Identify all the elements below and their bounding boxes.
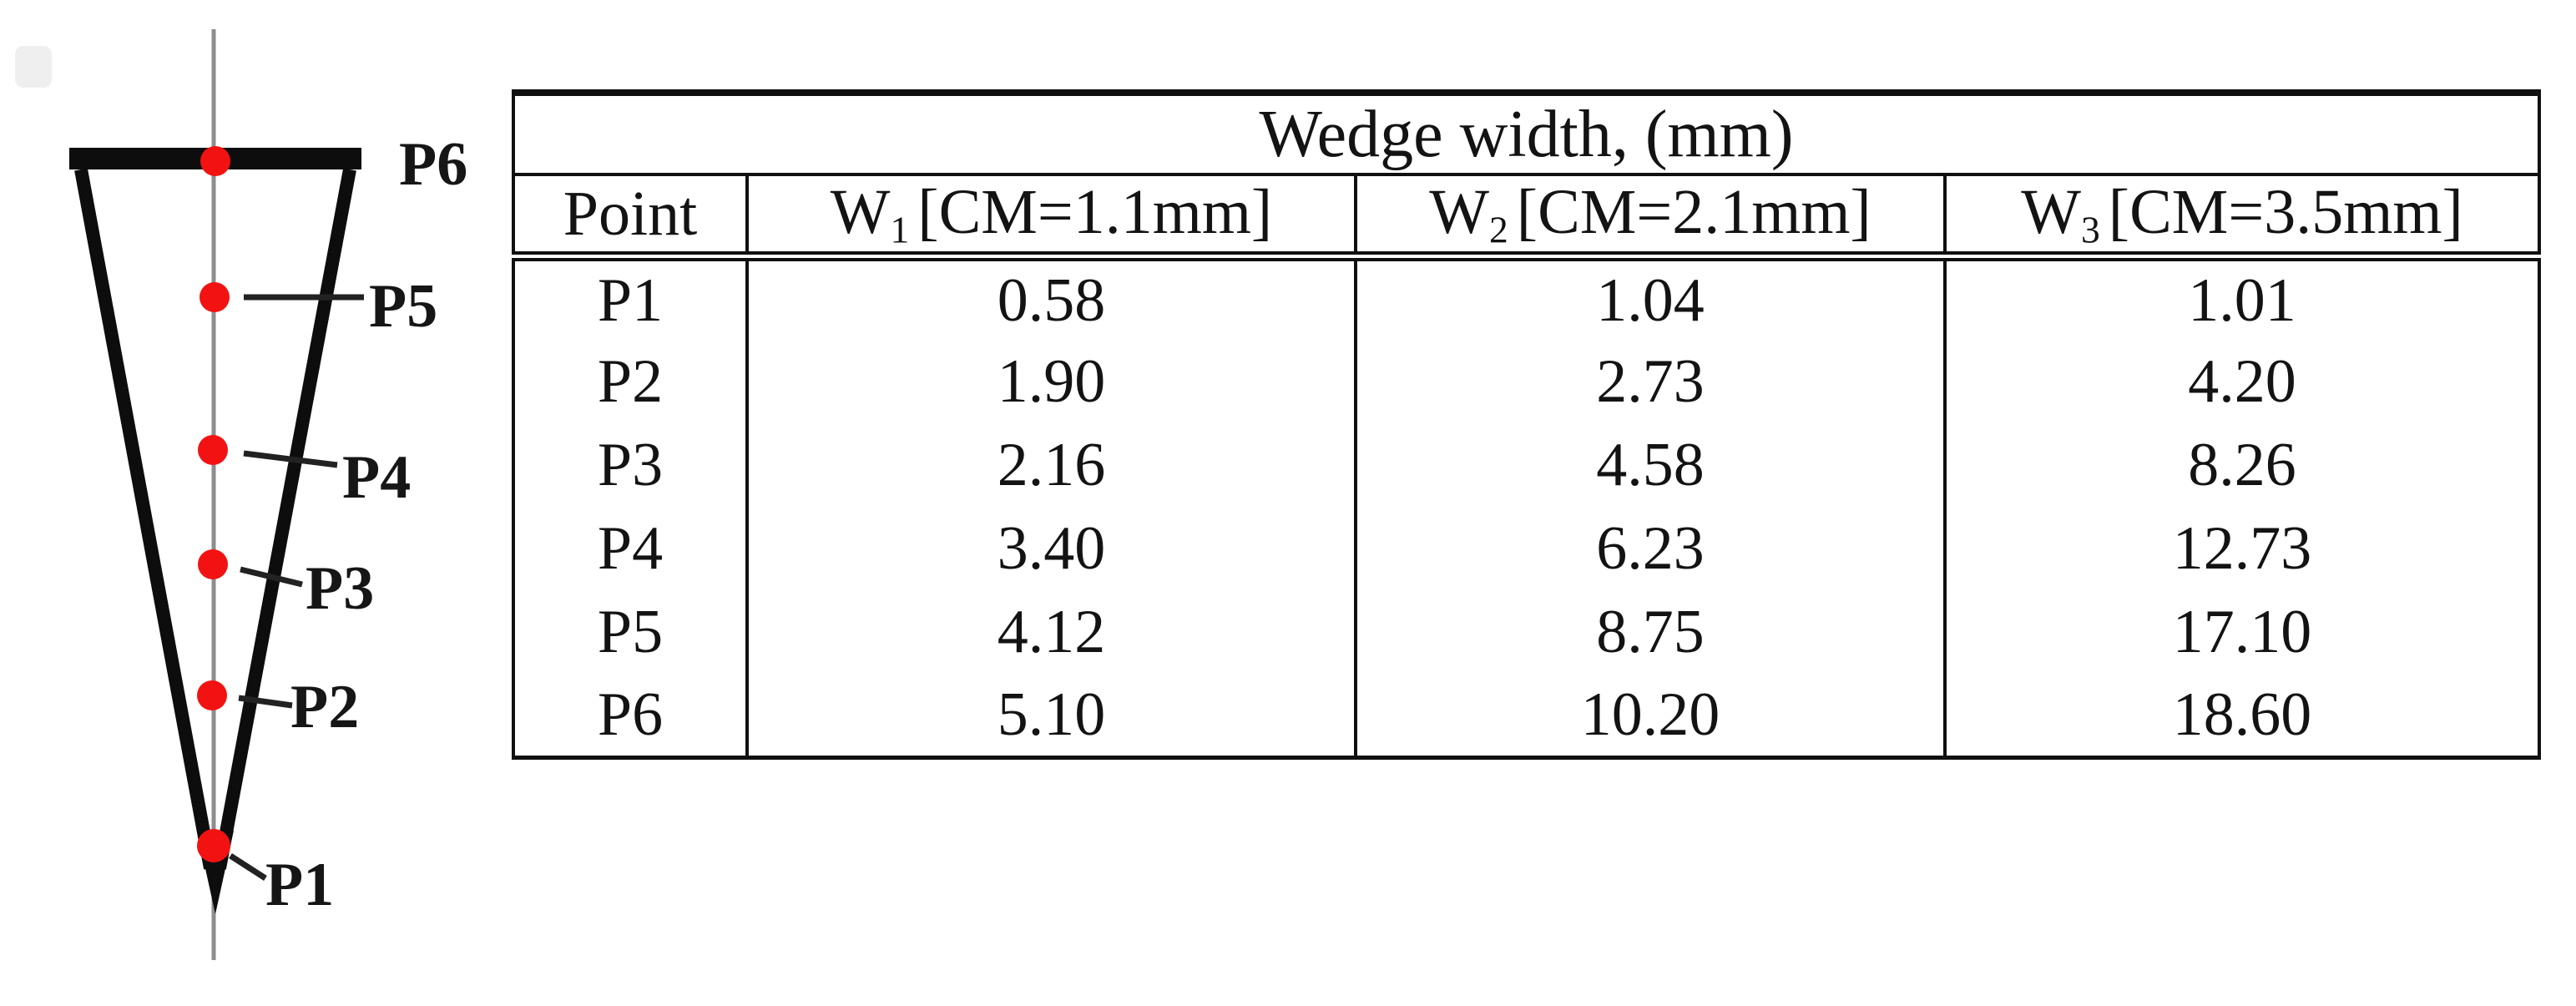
cell-w3: 12.73 <box>1942 507 2540 591</box>
table-header-row: Point W1 [CM=1.1mm] W2 [CM=2.1mm] W3 [CM=3.… <box>513 174 2540 262</box>
point-dot-p6 <box>200 146 230 176</box>
wedge-left-edge <box>74 168 217 870</box>
cell-w1: 4.12 <box>745 590 1356 675</box>
column-header-w1: W1 [CM=1.1mm] <box>745 174 1356 262</box>
leader-line-p4 <box>243 450 338 468</box>
point-label-p6: P6 <box>399 130 467 199</box>
cell-w1: 2.16 <box>745 423 1356 508</box>
point-label-p3: P3 <box>306 554 374 623</box>
point-label-p5: P5 <box>369 272 437 341</box>
wedge-diagram: P6 P5 P4 P3 P2 P1 <box>15 29 467 960</box>
w1-condition: [CM=1.1mm] <box>917 177 1273 247</box>
point-label-p1: P1 <box>265 851 334 919</box>
w2-subscript: 2 <box>1488 208 1508 251</box>
w3-base: W <box>2021 177 2081 247</box>
w2-base: W <box>1429 177 1489 247</box>
point-dot-p1 <box>197 829 230 862</box>
point-dot-p2 <box>197 680 227 710</box>
table-title-row: Wedge width, (mm) <box>513 93 2540 176</box>
point-dot-p5 <box>200 282 230 312</box>
cell-w1: 5.10 <box>745 674 1356 758</box>
cell-w3: 17.10 <box>1942 590 2540 675</box>
leader-line-p2 <box>238 695 293 709</box>
table-row: P6 5.10 10.20 18.60 <box>513 674 2540 758</box>
cell-point: P2 <box>597 346 664 416</box>
cell-w1: 0.58 <box>745 256 1356 341</box>
w1-base: W <box>830 177 891 247</box>
cell-point: P3 <box>597 430 664 499</box>
cell-w1: 3.40 <box>745 507 1356 591</box>
table-row: P4 3.40 6.23 12.73 <box>513 507 2540 591</box>
cell-w2: 1.04 <box>1354 256 1945 341</box>
cell-w2: 6.23 <box>1354 507 1945 591</box>
table-row: P3 2.16 4.58 8.26 <box>513 423 2540 508</box>
column-header-point: Point <box>513 174 747 262</box>
point-label-p2: P2 <box>290 673 359 741</box>
cell-w2: 8.75 <box>1354 590 1945 675</box>
cell-point: P1 <box>597 265 664 335</box>
cell-w3: 4.20 <box>1942 340 2540 424</box>
table-title: Wedge width, (mm) <box>513 93 2540 176</box>
cell-w3: 8.26 <box>1942 423 2540 508</box>
cell-w2: 4.58 <box>1354 423 1945 508</box>
table-row: P1 0.58 1.04 1.01 <box>513 256 2540 341</box>
table-row: P5 4.12 8.75 17.10 <box>513 590 2540 675</box>
w3-subscript: 3 <box>2080 208 2100 251</box>
point-label-p4: P4 <box>342 443 411 512</box>
scan-artifact <box>15 46 52 88</box>
cell-point: P5 <box>597 597 664 666</box>
w1-subscript: 1 <box>890 208 910 251</box>
column-header-w3: W3 [CM=3.5mm] <box>1942 174 2540 262</box>
cell-w2: 10.20 <box>1354 674 1945 758</box>
point-dot-p3 <box>198 549 228 579</box>
cell-point: P4 <box>597 513 664 583</box>
cell-point: P6 <box>597 680 664 749</box>
leader-line-p3 <box>240 566 303 588</box>
cell-w2: 2.73 <box>1354 340 1945 424</box>
wedge-right-edge <box>213 168 356 870</box>
column-header-w2: W2 [CM=2.1mm] <box>1354 174 1945 262</box>
wedge-width-table: Wedge width, (mm) Point W1 [CM=1.1mm] W2[… <box>512 89 2542 760</box>
w3-condition: [CM=3.5mm] <box>2108 177 2463 247</box>
cell-w3: 1.01 <box>1942 256 2540 341</box>
cell-w3: 18.60 <box>1942 674 2540 758</box>
table-row: P2 1.90 2.73 4.20 <box>513 340 2540 424</box>
leader-line-p1 <box>229 853 267 881</box>
w2-condition: [CM=2.1mm] <box>1516 177 1871 247</box>
cell-w1: 1.90 <box>745 340 1356 424</box>
point-dot-p4 <box>198 435 228 465</box>
